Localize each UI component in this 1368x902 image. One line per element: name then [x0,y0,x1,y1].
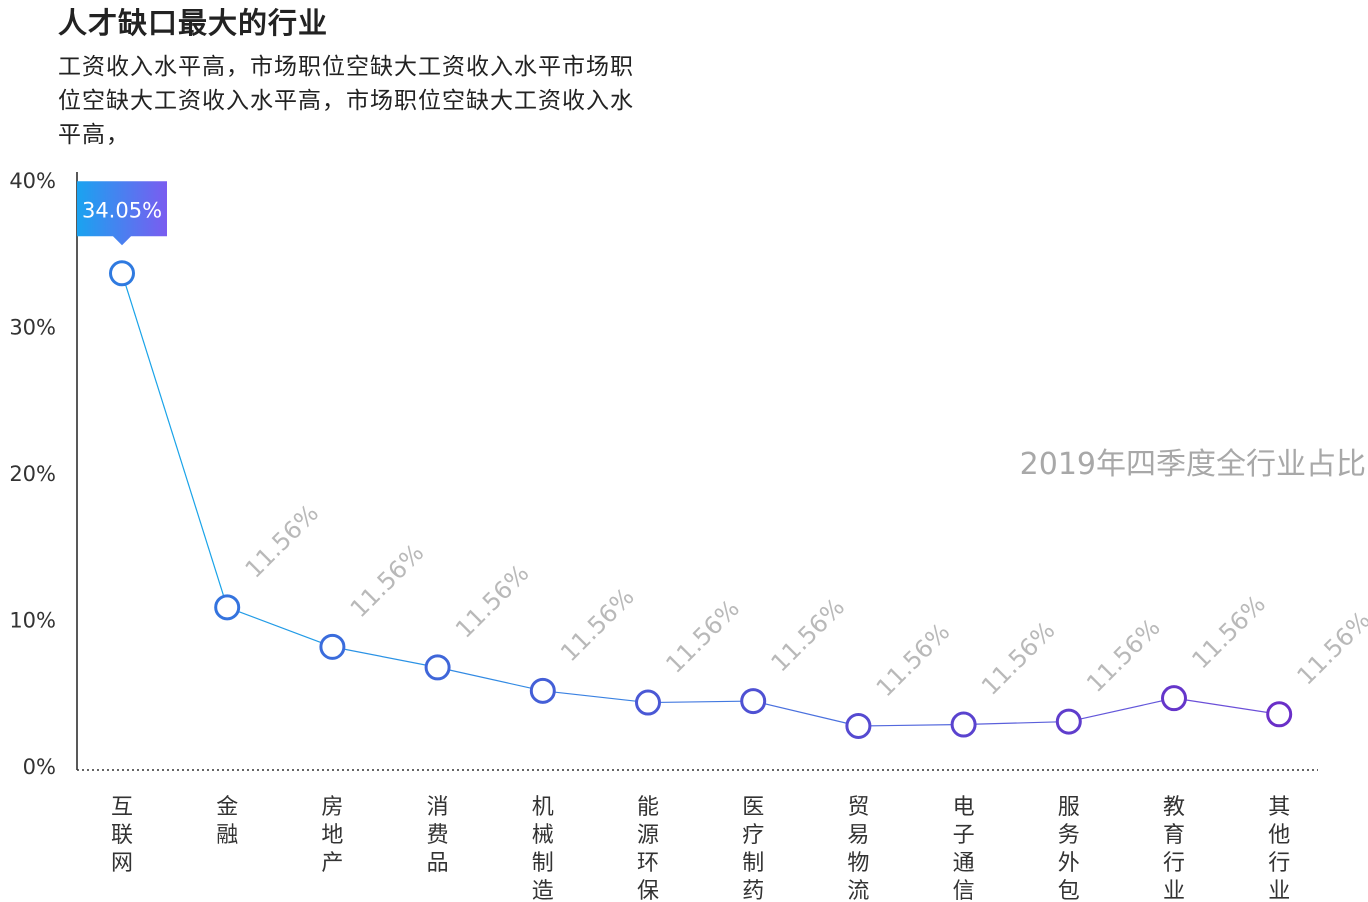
data-point [214,594,241,621]
category-label: 房地产 [321,795,343,876]
category-label: 服务外包 [1058,795,1080,902]
chart-description: 工资收入水平高，市场职位空缺大工资收入水平市场职位空缺大工资收入水平高，市场职位… [58,54,634,148]
series-line-segment [963,720,1069,726]
value-label: 11.56% [976,616,1061,701]
data-point [319,633,346,660]
y-tick-label: 30% [9,316,56,340]
callout-value-label: 34.05% [82,198,162,222]
chart-title: 人才缺口最大的行业 [58,6,329,40]
series-line-segment [121,273,228,608]
y-tick-label: 0% [23,755,56,779]
category-label: 机械制造 [532,795,554,902]
data-point [845,712,872,739]
data-point [529,677,556,704]
category-label: 其他行业 [1268,795,1290,902]
series-line-segment [858,723,964,727]
y-tick-label: 10% [9,609,56,633]
category-label: 教育行业 [1163,795,1185,902]
series-line-segment [1173,697,1280,715]
data-point [1055,708,1082,735]
callout-box [77,181,167,246]
value-label: 11.56% [240,499,325,584]
data-point [740,688,767,715]
series-line-segment [226,606,333,648]
y-tick-label: 20% [9,462,56,486]
data-point [950,711,977,738]
data-series [109,260,1293,739]
data-point [109,260,135,287]
series-line-segment [1068,697,1175,723]
value-label: 11.56% [1292,606,1368,691]
data-point [1266,701,1293,728]
value-label: 11.56% [660,594,745,679]
value-label: 11.56% [450,559,535,644]
highlight-callout: 34.05% [77,181,167,246]
series-line-segment [647,700,754,704]
category-label: 能源环保 [637,795,659,902]
value-label: 11.56% [871,618,956,703]
series-line-segment [437,666,543,692]
data-point [1161,685,1187,712]
series-line-segment [753,700,859,727]
series-line-segment [332,646,438,668]
category-label: 医疗制药 [742,795,764,902]
series-line-segment [542,690,649,704]
value-label: 11.56% [345,539,430,624]
value-label: 11.56% [1186,590,1271,675]
category-label: 金融 [216,795,238,848]
category-label: 贸易物流 [847,795,869,902]
category-labels: 互联网 金融 房地产 消费品 机械制造 能源环保 医疗制药 贸易物流 电子通信 服务外包 教育行业 其… [111,795,1290,902]
data-point [635,689,661,716]
category-label: 电子通信 [953,795,975,902]
category-label: 消费品 [427,795,449,876]
y-tick-labels: 0% 10% 20% 30% 40% [9,169,56,779]
chart-annotation: 2019年四季度全行业占比 [1020,447,1366,482]
value-label: 11.56% [555,583,640,668]
data-point [424,654,451,681]
value-labels: 11.56% 11.56% 11.56% 11.56% 11.56% 11.56% 11.5… [240,499,1368,702]
y-tick-label: 40% [9,169,56,193]
value-label: 11.56% [1081,613,1166,698]
category-label: 互联网 [111,795,133,876]
value-label: 11.56% [766,593,851,678]
